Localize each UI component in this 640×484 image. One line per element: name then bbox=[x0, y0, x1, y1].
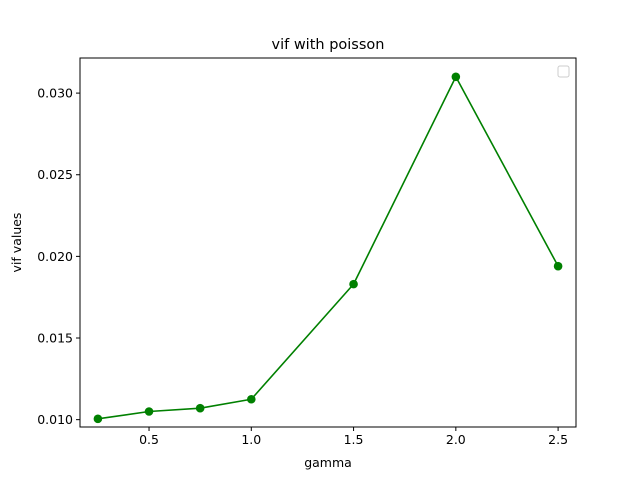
x-tick-label: 2.5 bbox=[548, 432, 568, 447]
y-tick-label: 0.025 bbox=[37, 167, 73, 182]
plot-area bbox=[93, 72, 563, 424]
data-point bbox=[144, 407, 154, 416]
x-tick-label: 1.0 bbox=[241, 432, 261, 447]
y-tick-label: 0.015 bbox=[37, 331, 73, 346]
data-point bbox=[349, 279, 358, 289]
y-tick-label: 0.020 bbox=[37, 249, 73, 264]
axes-frame bbox=[79, 57, 577, 428]
y-tick-label: 0.030 bbox=[37, 86, 73, 101]
data-point bbox=[451, 72, 461, 82]
legend-box[interactable] bbox=[557, 65, 570, 78]
y-axis-ticks: 0.010 0.015 0.020 0.025 0.030 bbox=[37, 86, 80, 427]
chart-title: vif with poisson bbox=[272, 37, 385, 53]
data-point bbox=[553, 261, 563, 271]
y-axis-label: vif values bbox=[9, 213, 24, 273]
x-axis-ticks: 0.5 1.0 1.5 2.0 2.5 bbox=[139, 427, 568, 447]
y-tick-label: 0.010 bbox=[37, 412, 73, 427]
x-tick-label: 2.0 bbox=[446, 432, 466, 447]
x-axis-label: gamma bbox=[304, 455, 352, 470]
data-point bbox=[93, 414, 103, 424]
x-tick-label: 0.5 bbox=[139, 432, 159, 447]
data-point bbox=[195, 403, 205, 413]
x-tick-label: 1.5 bbox=[344, 432, 364, 447]
data-point bbox=[246, 394, 256, 404]
